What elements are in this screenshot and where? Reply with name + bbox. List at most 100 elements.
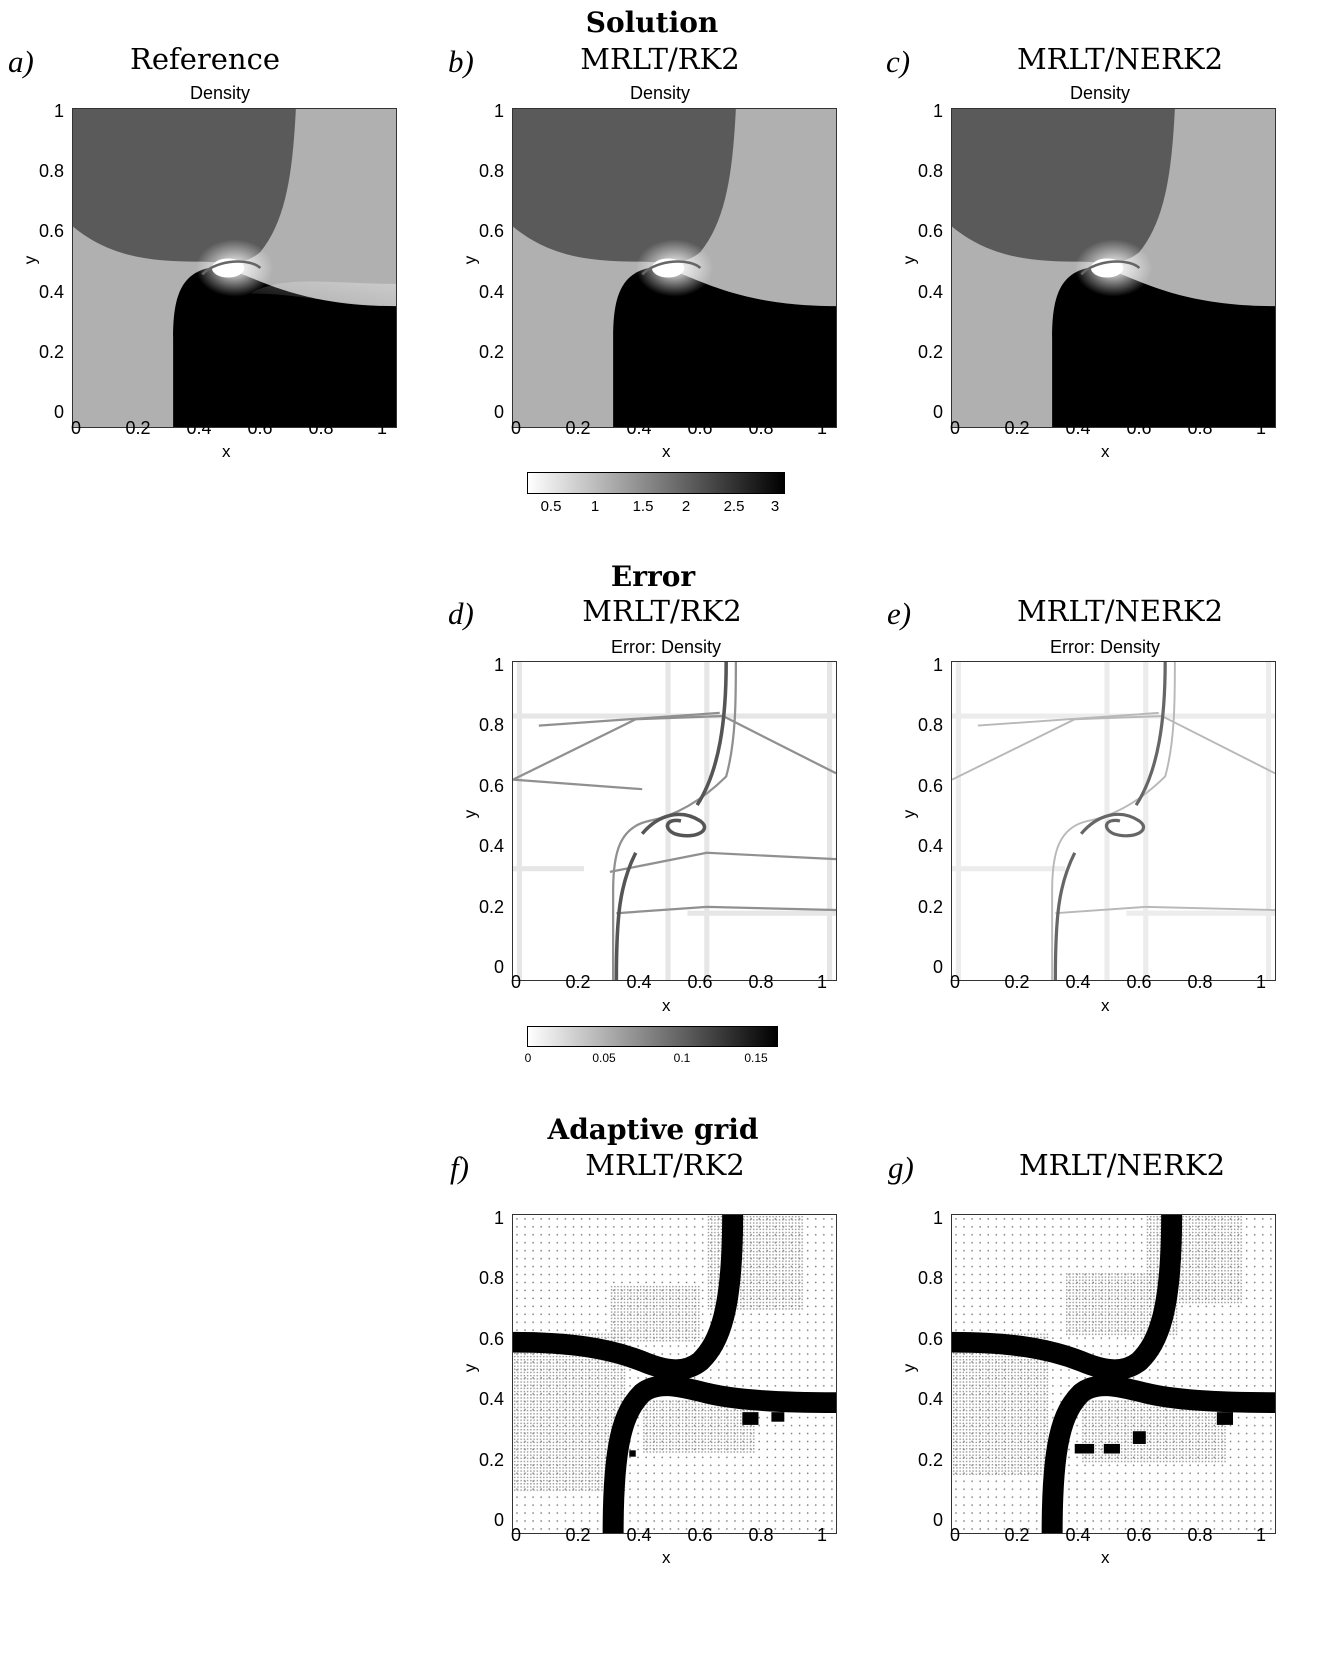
y-axis-label: y: [460, 809, 480, 819]
ytick: 0.4: [478, 282, 504, 302]
panel-method-c: MRLT/NERK2: [1016, 42, 1224, 76]
panel-letter-d: d): [448, 596, 474, 631]
ytick: 0: [932, 1510, 943, 1530]
ytick: 1: [493, 1208, 504, 1228]
xtick: 0.4: [1065, 1525, 1091, 1545]
y-axis-label: y: [899, 1363, 919, 1373]
x-axis-label: x: [222, 442, 231, 461]
colorbar-tick: 0.5: [540, 498, 562, 515]
xtick: 0.8: [748, 972, 774, 992]
plot-title-b: Density: [629, 83, 691, 103]
xtick: 0.8: [1187, 1525, 1213, 1545]
ytick: 0.8: [478, 715, 504, 735]
density-plot-reference: [72, 108, 397, 428]
plot-title-d: Error: Density: [610, 637, 722, 657]
plot-title-c: Density: [1069, 83, 1131, 103]
x-axis-label: x: [662, 996, 671, 1015]
adaptive-grid-plot-mrlt-nerk2: [951, 1214, 1276, 1534]
ytick: 0.4: [917, 282, 943, 302]
ytick: 0.2: [478, 342, 504, 362]
xtick: 0.2: [1004, 418, 1030, 438]
ytick: 0.6: [478, 776, 504, 796]
xtick: 0.2: [565, 418, 591, 438]
density-plot-mrlt-nerk2: [951, 108, 1276, 428]
ytick: 0.6: [478, 1329, 504, 1349]
x-axis-label: x: [662, 442, 671, 461]
ytick: 0.2: [38, 342, 64, 362]
panel-method-b: MRLT/RK2: [580, 42, 740, 76]
colorbar-tick: 2: [681, 498, 691, 515]
panel-letter-c: c): [886, 44, 911, 79]
x-axis-label: x: [662, 1548, 671, 1567]
colorbar-tick: 3: [770, 498, 780, 515]
xtick: 0.6: [1126, 972, 1152, 992]
y-axis-label: y: [899, 255, 919, 265]
ytick: 0.2: [478, 1450, 504, 1470]
panel-method-d: MRLT/RK2: [582, 594, 742, 628]
ytick: 0.2: [917, 897, 943, 917]
ytick: 0: [493, 1510, 504, 1530]
xtick: 0.4: [626, 972, 652, 992]
ytick: 0.6: [478, 221, 504, 241]
plot-title-a: Density: [189, 83, 251, 103]
xtick: 0.2: [1004, 1525, 1030, 1545]
ytick: 1: [932, 655, 943, 675]
error-plot-mrlt-nerk2: [951, 661, 1276, 981]
xtick: 0.2: [125, 418, 151, 438]
ytick: 0.6: [917, 1329, 943, 1349]
xtick: 0: [510, 418, 521, 438]
xtick: 0.6: [687, 1525, 713, 1545]
ytick: 0.8: [38, 161, 64, 181]
xtick: 0.8: [1187, 418, 1213, 438]
xtick: 0.8: [308, 418, 334, 438]
error-colorbar: [527, 1026, 778, 1047]
ytick: 0.8: [917, 161, 943, 181]
xtick: 0: [949, 418, 960, 438]
panel-letter-a: a): [8, 44, 34, 79]
panel-letter-e: e): [887, 596, 912, 631]
x-axis-label: x: [1101, 442, 1110, 461]
xtick: 1: [376, 418, 387, 438]
ytick: 0.4: [917, 836, 943, 856]
ytick: 1: [493, 655, 504, 675]
xtick: 0.2: [565, 1525, 591, 1545]
section-title-adaptive-grid: Adaptive grid: [547, 1113, 759, 1146]
y-axis-label: y: [460, 255, 480, 265]
xtick: 0: [949, 1525, 960, 1545]
xtick: 0.2: [565, 972, 591, 992]
xtick: 0.6: [1126, 1525, 1152, 1545]
xtick: 0: [510, 972, 521, 992]
xtick: 0.4: [626, 1525, 652, 1545]
xtick: 0: [510, 1525, 521, 1545]
density-colorbar: [527, 472, 785, 494]
colorbar-tick: 0: [524, 1051, 532, 1065]
xtick: 0.6: [1126, 418, 1152, 438]
y-axis-label: y: [899, 809, 919, 819]
colorbar-tick: 0.15: [744, 1051, 768, 1065]
xtick: 0: [70, 418, 81, 438]
section-title-error: Error: [610, 560, 696, 593]
ytick: 0.4: [38, 282, 64, 302]
panel-letter-g: g): [888, 1150, 914, 1185]
colorbar-tick: 1: [590, 498, 600, 515]
ytick: 0: [932, 957, 943, 977]
density-plot-mrlt-rk2: [512, 108, 837, 428]
ytick: 0.8: [917, 1268, 943, 1288]
ytick: 0.6: [917, 221, 943, 241]
adaptive-grid-plot-mrlt-rk2: [512, 1214, 837, 1534]
xtick: 0.8: [748, 1525, 774, 1545]
ytick: 0: [53, 402, 64, 422]
panel-letter-f: f): [450, 1150, 469, 1185]
x-axis-label: x: [1101, 996, 1110, 1015]
xtick: 0.8: [1187, 972, 1213, 992]
ytick: 0.2: [917, 1450, 943, 1470]
xtick: 0.4: [186, 418, 212, 438]
xtick: 0.4: [626, 418, 652, 438]
plot-title-e: Error: Density: [1049, 637, 1161, 657]
colorbar-tick: 0.1: [673, 1051, 691, 1065]
ytick: 0.6: [917, 776, 943, 796]
section-title-solution: Solution: [585, 6, 719, 39]
xtick: 0.8: [748, 418, 774, 438]
ytick: 0.6: [38, 221, 64, 241]
ytick: 0: [932, 402, 943, 422]
